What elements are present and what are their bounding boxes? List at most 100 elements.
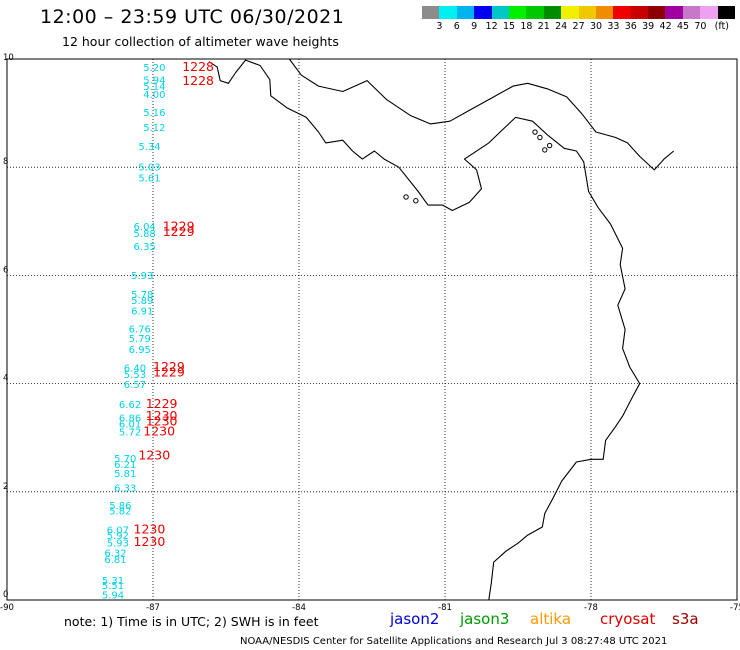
island-shape — [403, 194, 409, 200]
latitude-tick-label: 8 — [3, 157, 8, 167]
longitude-tick-label: -84 — [292, 603, 306, 613]
swh-value-label: 6.91 — [131, 306, 153, 317]
map-frame — [6, 58, 738, 601]
time-label: 1229 — [153, 365, 185, 380]
color-scale-label: 24 — [555, 21, 568, 32]
swh-value-label: 5.61 — [138, 173, 160, 184]
color-swatch — [491, 6, 509, 19]
swh-value-label: 6.35 — [134, 242, 156, 253]
island-shape — [532, 129, 538, 135]
swh-value-label: 6.01 — [119, 419, 141, 430]
swh-value-label: 5.16 — [143, 108, 165, 119]
color-swatch — [474, 6, 492, 19]
swh-value-label: 5.88 — [134, 229, 156, 240]
time-label: 1229 — [146, 396, 178, 411]
swh-value-label: 5.92 — [107, 531, 129, 542]
swh-value-label: 5.93 — [131, 271, 153, 282]
color-swatch — [700, 6, 718, 19]
satellite-legend-jason2: jason2 — [390, 610, 440, 628]
longitude-tick-label: -78 — [584, 603, 598, 613]
color-swatch — [508, 6, 527, 19]
swh-value-label: 5.03 — [138, 162, 160, 173]
swh-value-label: 4.00 — [143, 90, 165, 101]
color-scale-bar — [422, 6, 736, 19]
swh-value-label: 6.57 — [124, 380, 146, 391]
color-swatch — [456, 6, 475, 19]
swh-value-label: 5.79 — [129, 334, 151, 345]
swh-value-label: 5.12 — [143, 123, 165, 134]
time-label: 1229 — [163, 218, 195, 233]
color-scale-label: 21 — [537, 21, 550, 32]
swh-value-label: 6.40 — [124, 364, 146, 375]
color-scale-label: 12 — [485, 21, 498, 32]
pacific-coastline — [208, 59, 641, 601]
color-swatch — [578, 6, 596, 19]
swh-value-label: 5.93 — [107, 538, 129, 549]
time-label: 1228 — [182, 59, 214, 74]
longitude-tick-label: -81 — [438, 603, 452, 613]
color-swatch — [561, 6, 579, 19]
swh-value-label: 6.21 — [114, 460, 136, 471]
swh-value-label: 5.14 — [143, 82, 165, 93]
color-swatch — [630, 6, 649, 19]
swh-value-label: 6.33 — [114, 483, 136, 494]
color-swatch — [717, 6, 736, 19]
island-shape — [542, 147, 548, 153]
swh-value-label: 5.20 — [143, 63, 165, 74]
swh-value-label: 5.86 — [109, 501, 131, 512]
color-swatch — [526, 6, 544, 19]
map-subtitle: 12 hour collection of altimeter wave hei… — [62, 34, 339, 49]
color-swatch — [613, 6, 631, 19]
swh-value-label: 6.81 — [104, 555, 126, 566]
credit-line: NOAA/NESDIS Center for Satellite Applica… — [240, 636, 668, 647]
color-swatch — [648, 6, 666, 19]
color-swatch — [665, 6, 683, 19]
swh-value-label: 5.51 — [102, 581, 124, 592]
time-label: 1230 — [146, 408, 178, 423]
swh-value-label: 5.34 — [138, 142, 160, 153]
color-scale-label: 70 — [694, 21, 707, 32]
time-label: 1230 — [138, 447, 170, 462]
swh-value-label: 5.31 — [102, 576, 124, 587]
satellite-legend-altika: altika — [530, 610, 572, 628]
island-shape — [546, 142, 553, 149]
swh-value-label: 5.82 — [109, 507, 131, 518]
swh-value-label: 6.62 — [119, 400, 141, 411]
color-scale-label: 30 — [589, 21, 603, 32]
swh-value-label: 5.81 — [114, 469, 136, 480]
color-scale-label: 45 — [676, 21, 690, 32]
color-scale-label: 15 — [502, 21, 516, 32]
time-label: 1229 — [163, 224, 195, 239]
latitude-tick-label: 0 — [3, 590, 8, 600]
swh-value-label: 5.72 — [119, 428, 141, 439]
swh-value-label: 5.94 — [143, 75, 165, 86]
swh-value-label: 5.70 — [114, 454, 136, 465]
time-label: 1230 — [146, 413, 178, 428]
latitude-tick-label: 6 — [3, 265, 8, 275]
color-scale-label: 36 — [624, 21, 637, 32]
time-label: 1229 — [153, 359, 185, 374]
time-label: 1228 — [182, 73, 214, 88]
time-label: 1230 — [143, 424, 175, 439]
swh-value-label: 5.78 — [131, 290, 153, 301]
time-label: 1230 — [134, 521, 166, 536]
color-scale-label: (ft) — [714, 21, 729, 32]
swh-value-label: 5.89 — [131, 296, 153, 307]
satellite-legend-s3a: s3a — [672, 610, 699, 628]
color-scale-label: 3 — [436, 21, 443, 32]
swh-value-label: 5.94 — [102, 590, 124, 601]
satellite-legend-cryosat: cryosat — [600, 610, 656, 628]
color-scale-label: 6 — [453, 21, 460, 32]
color-scale-label: 42 — [659, 21, 672, 32]
swh-value-label: 5.53 — [124, 370, 146, 381]
color-scale-label: 9 — [471, 21, 478, 32]
color-swatch — [595, 6, 614, 19]
island-shape — [537, 134, 543, 141]
swh-value-label: 6.32 — [104, 549, 126, 560]
time-label: 1230 — [134, 534, 166, 549]
color-scale-label: 39 — [642, 21, 655, 32]
color-swatch — [422, 6, 440, 19]
swh-value-label: 6.04 — [134, 222, 156, 233]
swh-value-label: 6.76 — [129, 325, 151, 336]
